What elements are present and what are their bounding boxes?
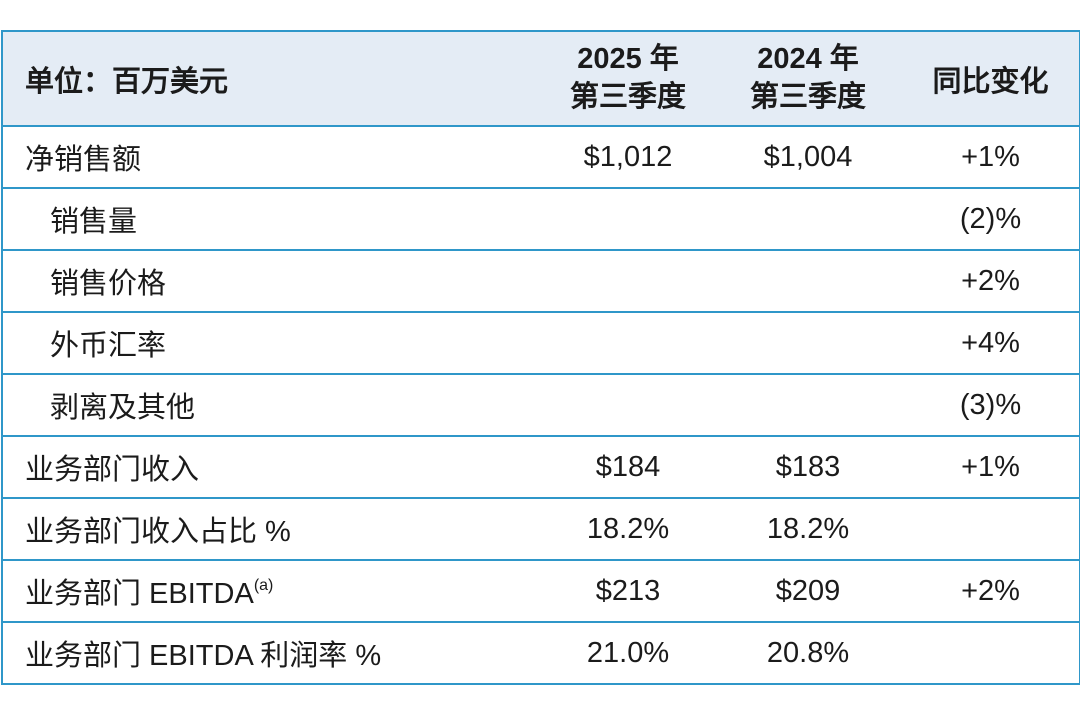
row-label: 业务部门收入占比 % [2, 497, 542, 560]
value-q3-2024: $1,004 [714, 125, 902, 188]
value-q3-2025 [542, 187, 714, 250]
row-label: 业务部门收入 [2, 435, 542, 498]
value-q3-2025 [542, 249, 714, 312]
column-header-yoy-change: 同比变化 [902, 31, 1080, 127]
value-yoy-change: +2% [902, 249, 1080, 312]
column-header-q3-2024: 2024 年 第三季度 [714, 31, 902, 127]
value-yoy-change: +1% [902, 125, 1080, 188]
value-q3-2024 [714, 311, 902, 374]
value-q3-2024 [714, 249, 902, 312]
table-row-divestitures-other: 剥离及其他 (3)% [2, 373, 1080, 436]
value-q3-2024: $209 [714, 559, 902, 622]
row-label: 业务部门 EBITDA 利润率 % [2, 621, 542, 684]
value-yoy-change: (2)% [902, 187, 1080, 250]
value-q3-2024 [714, 187, 902, 250]
table-row-net-sales: 净销售额 $1,012 $1,004 +1% [2, 125, 1080, 188]
header-row: 单位：百万美元 2025 年 第三季度 2024 年 第三季度 同比变化 [2, 31, 1080, 127]
unit-label: 单位：百万美元 [2, 31, 542, 127]
value-q3-2025: $1,012 [542, 125, 714, 188]
row-label: 净销售额 [2, 125, 542, 188]
value-q3-2025 [542, 373, 714, 436]
q3-2024-quarter: 第三季度 [749, 80, 866, 113]
table-row-fx: 外币汇率 +4% [2, 311, 1080, 374]
footnote-marker: (a) [253, 577, 274, 595]
table-row-volume: 销售量 (2)% [2, 187, 1080, 250]
value-q3-2025: $184 [542, 435, 714, 498]
q3-2024-year: 2024 年 [757, 43, 859, 76]
column-header-q3-2025: 2025 年 第三季度 [542, 31, 714, 127]
value-yoy-change: +1% [902, 435, 1080, 498]
value-yoy-change [902, 497, 1080, 560]
row-label: 外币汇率 [2, 311, 542, 374]
table-row-segment-income: 业务部门收入 $184 $183 +1% [2, 435, 1080, 498]
value-q3-2025: 21.0% [542, 621, 714, 684]
table-row-segment-ebitda: 业务部门 EBITDA(a) $213 $209 +2% [2, 559, 1080, 622]
value-q3-2024: 18.2% [714, 497, 902, 560]
quarterly-results-table: 单位：百万美元 2025 年 第三季度 2024 年 第三季度 同比变化 净销售… [1, 30, 1080, 685]
row-label: 剥离及其他 [2, 373, 542, 436]
value-q3-2025 [542, 311, 714, 374]
table-row-segment-ebitda-margin: 业务部门 EBITDA 利润率 % 21.0% 20.8% [2, 621, 1080, 684]
value-q3-2024: $183 [714, 435, 902, 498]
value-q3-2024: 20.8% [714, 621, 902, 684]
value-yoy-change [902, 621, 1080, 684]
value-yoy-change: (3)% [902, 373, 1080, 436]
table-row-price: 销售价格 +2% [2, 249, 1080, 312]
row-label: 业务部门 EBITDA(a) [2, 559, 542, 622]
value-q3-2024 [714, 373, 902, 436]
value-yoy-change: +4% [902, 311, 1080, 374]
q3-2025-quarter: 第三季度 [569, 80, 686, 113]
value-q3-2025: $213 [542, 559, 714, 622]
value-yoy-change: +2% [902, 559, 1080, 622]
value-q3-2025: 18.2% [542, 497, 714, 560]
row-label-text: 业务部门 EBITDA [25, 578, 254, 610]
table-header: 单位：百万美元 2025 年 第三季度 2024 年 第三季度 同比变化 [2, 31, 1080, 127]
row-label: 销售价格 [2, 249, 542, 312]
table-body: 净销售额 $1,012 $1,004 +1% 销售量 (2)% 销售价格 +2%… [2, 125, 1080, 684]
table-row-segment-income-pct: 业务部门收入占比 % 18.2% 18.2% [2, 497, 1080, 560]
row-label: 销售量 [2, 187, 542, 250]
q3-2025-year: 2025 年 [577, 43, 679, 76]
